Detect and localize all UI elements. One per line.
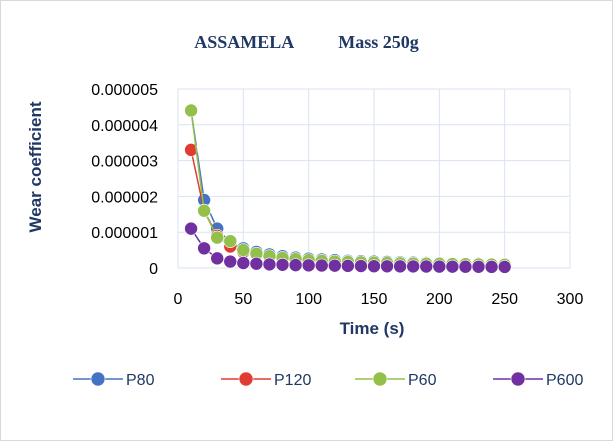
data-point: [419, 259, 434, 274]
chart-title-part: ASSAMELA: [194, 32, 295, 52]
legend-item-p60: P60: [355, 371, 437, 389]
legend-item-p80: P80: [73, 371, 155, 389]
legend-marker: [238, 371, 254, 387]
legend-label: P80: [126, 372, 155, 389]
data-point: [236, 243, 251, 257]
legend-label: P120: [274, 372, 311, 389]
y-tick-label: 0.000002: [91, 189, 158, 206]
data-point: [288, 258, 303, 272]
x-tick-label: 50: [234, 291, 252, 308]
y-tick-label: 0.000003: [91, 154, 158, 171]
data-point: [484, 260, 499, 274]
data-point: [262, 257, 277, 272]
y-tick-label: 0.000005: [91, 82, 158, 99]
legend-marker: [90, 371, 106, 387]
x-tick-label: 100: [295, 291, 322, 308]
series-p600: [184, 221, 512, 274]
data-point: [275, 257, 290, 272]
data-point: [184, 143, 198, 157]
data-point: [314, 258, 329, 273]
x-tick-label: 0: [174, 291, 183, 308]
data-point: [210, 230, 224, 245]
data-point: [341, 259, 355, 273]
gridlines: [177, 88, 571, 269]
legend-item-p600: P600: [493, 371, 583, 389]
data-point: [458, 259, 473, 274]
data-point: [471, 259, 486, 274]
legend-item-p120: P120: [221, 371, 311, 389]
data-point: [249, 256, 264, 271]
data-point: [497, 260, 512, 274]
data-point: [301, 258, 316, 273]
data-point: [223, 254, 238, 269]
series-p60: [184, 103, 512, 272]
data-point: [197, 241, 211, 256]
data-point: [445, 259, 460, 274]
data-point: [223, 234, 238, 248]
data-point: [327, 258, 342, 273]
y-tick-label: 0.000004: [91, 118, 158, 135]
data-point: [354, 259, 368, 273]
data-point: [197, 203, 211, 218]
series-line: [190, 110, 505, 266]
x-tick-label: 150: [361, 291, 388, 308]
chart-title-part: Mass 250g: [338, 32, 419, 52]
x-tick-label: 200: [426, 291, 453, 308]
legend-marker: [510, 371, 526, 387]
series-line: [190, 110, 505, 265]
x-tick-labels: 0 50 100 150 200 250 300: [174, 291, 584, 308]
data-point: [406, 259, 421, 274]
data-point: [210, 251, 224, 266]
data-point: [380, 259, 394, 274]
data-point: [432, 259, 447, 274]
y-tick-label: 0: [149, 261, 158, 278]
x-tick-label: 300: [557, 291, 584, 308]
series-layer: [184, 103, 512, 274]
y-tick-labels: 0 0.000001 0.000002 0.000003 0.000004 0.00000…: [91, 82, 158, 278]
data-point: [184, 103, 198, 118]
y-tick-label: 0.000001: [91, 225, 158, 242]
chart-title: ASSAMELA Mass 250g: [0, 32, 613, 53]
legend-marker: [372, 371, 388, 387]
x-tick-label: 250: [491, 291, 518, 308]
series-p120: [184, 143, 512, 272]
y-axis-title: Wear coefficient: [26, 101, 45, 232]
data-point: [236, 256, 251, 270]
data-point: [393, 259, 407, 274]
legend-label: P60: [408, 372, 437, 389]
x-axis-title: Time (s): [340, 319, 405, 338]
data-point: [367, 259, 381, 274]
legend-label: P600: [546, 372, 583, 389]
legend: P80 P120 P60 P600: [73, 371, 583, 389]
data-point: [184, 221, 198, 236]
